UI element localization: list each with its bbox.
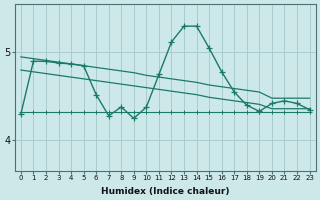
X-axis label: Humidex (Indice chaleur): Humidex (Indice chaleur): [101, 187, 229, 196]
